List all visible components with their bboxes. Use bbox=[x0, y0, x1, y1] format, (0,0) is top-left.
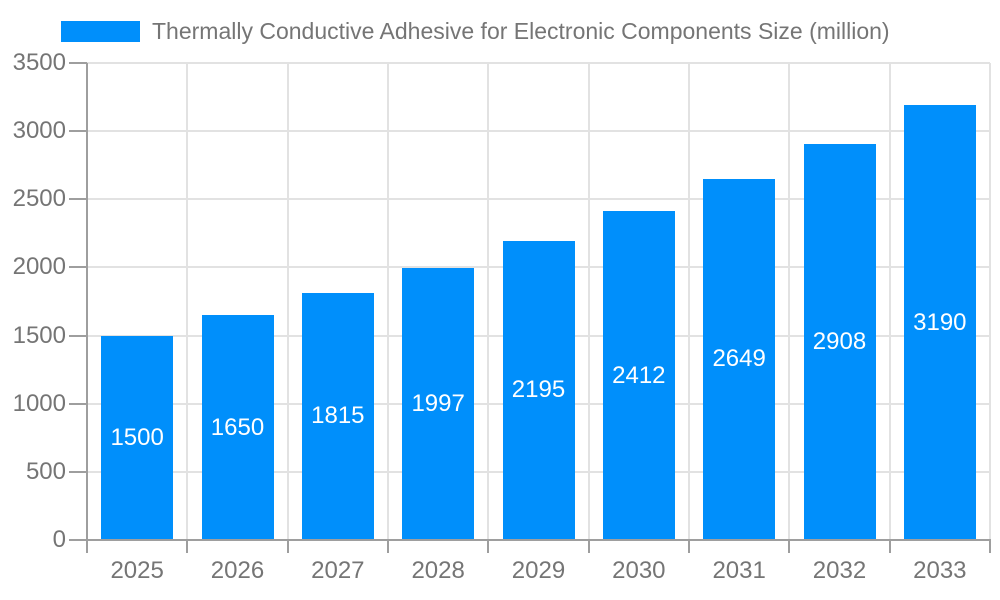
x-gridline bbox=[888, 63, 891, 540]
x-gridline bbox=[688, 63, 690, 540]
x-axis-tick bbox=[286, 540, 289, 553]
x-gridline bbox=[387, 63, 389, 540]
x-axis-tick bbox=[688, 540, 690, 553]
x-axis-tick bbox=[989, 540, 991, 553]
bar[interactable] bbox=[502, 240, 575, 540]
y-tick-label: 3500 bbox=[12, 49, 66, 76]
legend-label: Thermally Conductive Adhesive for Electr… bbox=[152, 18, 890, 44]
y-axis-line bbox=[86, 63, 88, 540]
x-tick-label: 2029 bbox=[511, 557, 566, 584]
bar[interactable] bbox=[903, 105, 976, 540]
y-axis-tick bbox=[69, 402, 87, 405]
legend-item[interactable]: Thermally Conductive Adhesive for Electr… bbox=[61, 17, 890, 45]
y-axis-tick bbox=[69, 130, 87, 133]
x-tick-label: 2032 bbox=[812, 557, 867, 584]
bar[interactable] bbox=[803, 143, 876, 540]
x-gridline bbox=[989, 63, 991, 540]
x-gridline bbox=[487, 63, 490, 540]
y-axis-tick bbox=[69, 334, 87, 337]
x-axis-tick bbox=[888, 540, 891, 553]
y-axis-tick bbox=[69, 266, 87, 269]
x-tick-label: 2028 bbox=[411, 557, 465, 584]
x-tick-label: 2027 bbox=[311, 557, 365, 584]
x-axis-tick bbox=[788, 540, 791, 553]
y-gridline bbox=[87, 198, 990, 201]
y-axis-tick bbox=[69, 470, 87, 473]
x-axis-tick bbox=[86, 540, 88, 553]
bar[interactable] bbox=[602, 211, 675, 540]
x-tick-label: 2030 bbox=[612, 557, 666, 584]
y-gridline bbox=[87, 62, 990, 64]
bar[interactable] bbox=[402, 267, 475, 540]
x-gridline bbox=[186, 63, 189, 540]
x-gridline bbox=[286, 63, 289, 540]
x-axis-tick bbox=[387, 540, 389, 553]
x-axis-tick bbox=[587, 540, 590, 553]
bar[interactable] bbox=[101, 335, 174, 540]
y-tick-label: 0 bbox=[52, 526, 66, 553]
y-tick-label: 2500 bbox=[12, 185, 66, 213]
x-gridline bbox=[788, 63, 791, 540]
y-tick-label: 1000 bbox=[12, 389, 66, 417]
y-tick-label: 2000 bbox=[12, 253, 66, 281]
y-tick-label: 1500 bbox=[12, 321, 66, 349]
y-gridline bbox=[87, 130, 990, 133]
y-tick-label: 500 bbox=[25, 457, 66, 485]
x-axis-line bbox=[86, 539, 991, 541]
x-axis-tick bbox=[186, 540, 189, 553]
x-tick-label: 2026 bbox=[210, 557, 265, 584]
bar[interactable] bbox=[703, 178, 776, 540]
legend-marker bbox=[61, 20, 140, 42]
x-tick-label: 2031 bbox=[712, 557, 766, 584]
x-tick-label: 2025 bbox=[110, 557, 164, 584]
x-tick-label: 2033 bbox=[913, 557, 967, 584]
x-gridline bbox=[587, 63, 590, 540]
bar[interactable] bbox=[301, 292, 374, 540]
y-axis-tick bbox=[69, 539, 87, 541]
bar[interactable] bbox=[201, 315, 274, 540]
y-tick-label: 3000 bbox=[12, 117, 66, 145]
y-axis-tick bbox=[69, 198, 87, 201]
y-axis-tick bbox=[69, 62, 87, 64]
x-axis-tick bbox=[487, 540, 490, 553]
